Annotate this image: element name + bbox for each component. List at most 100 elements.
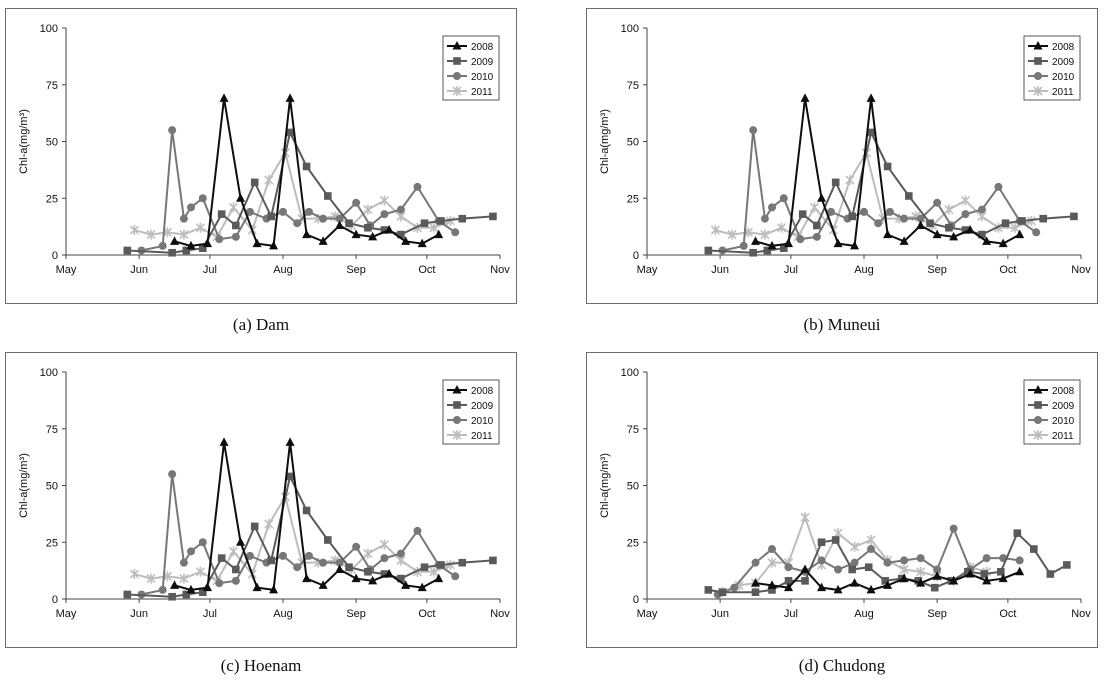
point-marker [199,588,207,596]
point-marker [883,162,892,171]
point-marker [899,236,909,245]
point-marker [219,93,229,102]
point-marker [982,236,992,245]
y-tick-label: 100 [621,23,639,35]
chart-caption: (d) Chudong [798,656,886,675]
point-marker [1033,385,1043,394]
point-marker [453,57,461,65]
point-marker [813,221,821,230]
point-marker [129,225,139,236]
point-marker [833,584,843,594]
point-marker [445,559,456,570]
point-marker [916,566,926,577]
x-tick-label: May [637,264,658,276]
x-tick-label: Nov [1071,608,1091,620]
y-tick-label: 0 [633,250,639,262]
point-marker [351,229,361,239]
point-marker [978,230,986,239]
point-marker [170,580,179,589]
point-marker [1034,416,1042,424]
legend-label: 2008 [471,42,494,53]
legend-label: 2010 [471,72,494,83]
point-marker [413,526,422,535]
point-marker [1018,217,1026,225]
x-tick-label: Sep [927,608,947,620]
point-marker [187,547,196,556]
chart-frame [5,8,517,304]
point-marker [182,246,191,255]
point-marker [812,232,821,241]
legend-label: 2008 [1052,42,1075,53]
point-marker [883,580,893,589]
point-marker [965,225,975,234]
series-2011 [129,491,456,586]
legend-item-2011: 2011 [447,430,493,442]
legend-item-2011: 2011 [1028,86,1074,98]
y-tick-label: 0 [633,594,639,606]
point-marker [417,238,427,248]
point-marker [380,210,389,219]
x-tick-label: Nov [490,264,510,276]
point-marker [1015,566,1025,576]
point-marker [961,226,970,234]
point-marker [767,557,777,568]
point-marker [179,214,188,223]
point-marker [848,212,857,221]
point-marker [264,175,274,186]
chart-caption: (c) Hoenam [220,656,302,675]
legend-label: 2011 [471,431,493,442]
point-marker [302,162,311,171]
series-2008 [170,93,444,250]
point-marker [434,573,444,583]
chart-svg: 0 25 50 75 100 May Jun Jul Aug Sep Oct Nov Chl-a(mg/… [599,367,1091,620]
point-marker [751,578,760,587]
point-marker [335,558,344,567]
point-marker [916,220,926,229]
point-marker [420,219,429,228]
point-marker [800,93,810,102]
x-tick-label: Oct [418,264,435,276]
point-marker [768,545,777,554]
point-marker [324,536,332,544]
series-2010 [137,126,460,255]
point-marker [293,219,302,228]
point-marker [445,215,456,226]
point-marker [452,385,462,394]
point-marker [217,554,226,562]
point-marker [899,573,909,583]
point-marker [780,244,788,252]
point-marker [932,571,942,580]
point-marker [784,582,794,592]
point-marker [817,538,826,547]
point-marker [417,582,427,592]
point-marker [864,563,873,572]
point-marker [850,578,860,587]
point-marker [718,588,727,596]
point-marker [1032,228,1041,237]
point-marker [768,203,777,212]
point-marker [318,236,328,245]
point-marker [860,207,868,216]
point-marker [168,248,176,257]
point-marker [926,219,934,228]
point-marker [228,546,239,557]
point-marker [335,214,344,223]
point-marker [123,590,132,599]
point-marker [1001,219,1010,228]
point-marker [949,231,959,241]
point-marker [800,564,810,573]
point-marker [949,524,958,533]
point-marker [179,229,189,240]
point-marker [916,554,925,563]
point-marker [994,182,1003,191]
point-marker [916,214,925,223]
y-tick-label: 50 [627,137,639,149]
x-tick-label: Nov [490,608,510,620]
point-marker [179,573,189,584]
point-marker [866,584,876,594]
series-line [134,494,451,583]
point-marker [158,585,167,594]
point-marker [217,210,226,218]
point-marker [368,231,378,241]
point-marker [368,575,378,585]
